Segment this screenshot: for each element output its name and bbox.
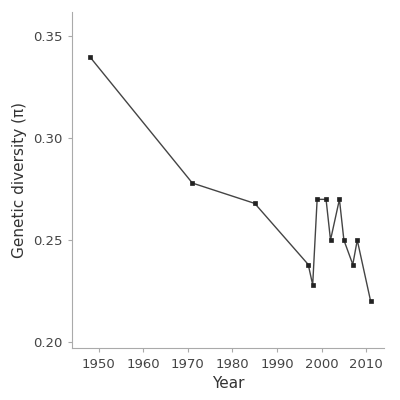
X-axis label: Year: Year — [212, 376, 244, 391]
Y-axis label: Genetic diversity (π): Genetic diversity (π) — [12, 102, 27, 258]
